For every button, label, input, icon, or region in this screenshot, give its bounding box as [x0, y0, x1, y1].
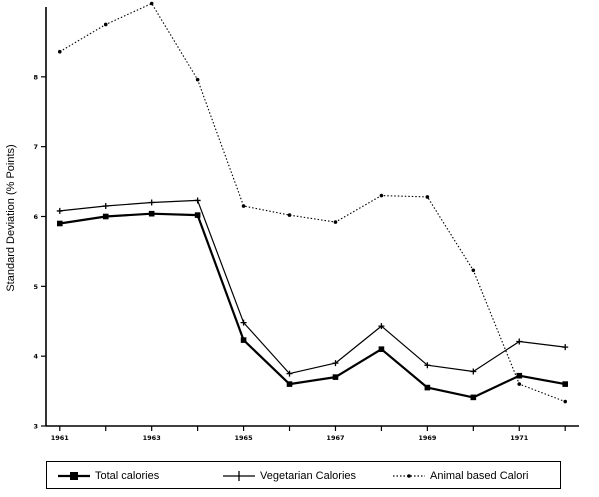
data-point — [103, 22, 108, 27]
y-tick-label: 4 — [33, 353, 38, 361]
data-point — [57, 49, 62, 54]
data-point — [102, 213, 109, 220]
x-tick-label: 1971 — [510, 434, 529, 442]
data-point — [516, 338, 523, 345]
x-tick-label: 1967 — [326, 434, 344, 442]
data-point — [149, 1, 154, 6]
legend-swatch-total — [58, 472, 90, 480]
series-1 — [56, 210, 569, 401]
data-point — [56, 207, 63, 214]
data-point — [56, 220, 63, 227]
data-point — [194, 197, 201, 204]
data-point — [424, 362, 431, 369]
axes — [45, 7, 579, 427]
y-tick-label: 3 — [33, 423, 38, 431]
y-tick-label: 6 — [33, 213, 38, 221]
data-point — [240, 319, 247, 326]
legend-item-animal: Animal based Calori — [392, 468, 528, 484]
data-point — [241, 204, 246, 208]
legend-item-total: Total calories — [57, 468, 159, 484]
y-tick-label: 8 — [33, 73, 38, 81]
x-tick-label: 1965 — [235, 434, 254, 442]
data-point — [516, 372, 523, 379]
data-point — [195, 77, 200, 82]
series-3 — [57, 1, 568, 404]
legend-swatch-vegetarian — [223, 471, 255, 481]
y-tick-label: 5 — [33, 283, 38, 291]
y-axis-label: Standard Deviation (% Points) — [5, 144, 17, 291]
data-point — [332, 374, 339, 380]
series-line — [59, 212, 566, 399]
data-point — [424, 384, 431, 391]
data-point — [563, 399, 568, 404]
legend-item-vegetarian: Vegetarian Calories — [222, 468, 356, 484]
legend-label-vegetarian: Vegetarian Calories — [260, 470, 357, 482]
data-point — [287, 213, 292, 217]
data-point — [333, 220, 338, 224]
data-point — [286, 370, 293, 377]
line-chart: 3 4 5 6 7 8 1961 1963 1965 1967 1969 1971 Standard … — [5, 1, 579, 442]
series-line — [59, 199, 566, 375]
data-point — [194, 212, 201, 218]
x-tick-label: 1969 — [418, 434, 437, 442]
data-point — [286, 381, 293, 387]
legend-label-total: Total calories — [95, 470, 160, 482]
data-point — [148, 210, 155, 217]
data-point — [379, 193, 384, 198]
data-point — [470, 368, 477, 375]
data-point — [562, 344, 569, 351]
legend-swatch-animal — [393, 474, 425, 478]
data-point — [378, 346, 385, 352]
series-layer — [56, 1, 569, 404]
y-tick-label: 7 — [33, 143, 38, 151]
data-point — [240, 337, 247, 343]
data-point — [517, 382, 522, 386]
series-line — [59, 2, 566, 403]
legend-label-animal: Animal based Calori — [430, 470, 529, 482]
data-point — [562, 381, 569, 387]
data-point — [102, 203, 109, 210]
series-2 — [56, 197, 569, 377]
data-point — [332, 360, 339, 367]
x-tick-label: 1963 — [143, 434, 161, 442]
data-point — [425, 195, 430, 199]
x-tick-label: 1961 — [51, 434, 70, 442]
data-point — [471, 268, 476, 273]
data-point — [148, 199, 155, 206]
legend: Total calories Vegetarian Calories Anima… — [46, 461, 561, 489]
data-point — [378, 323, 385, 330]
ticks: 3 4 5 6 7 8 1961 1963 1965 1967 1969 1971 — [33, 73, 566, 442]
data-point — [470, 394, 477, 401]
